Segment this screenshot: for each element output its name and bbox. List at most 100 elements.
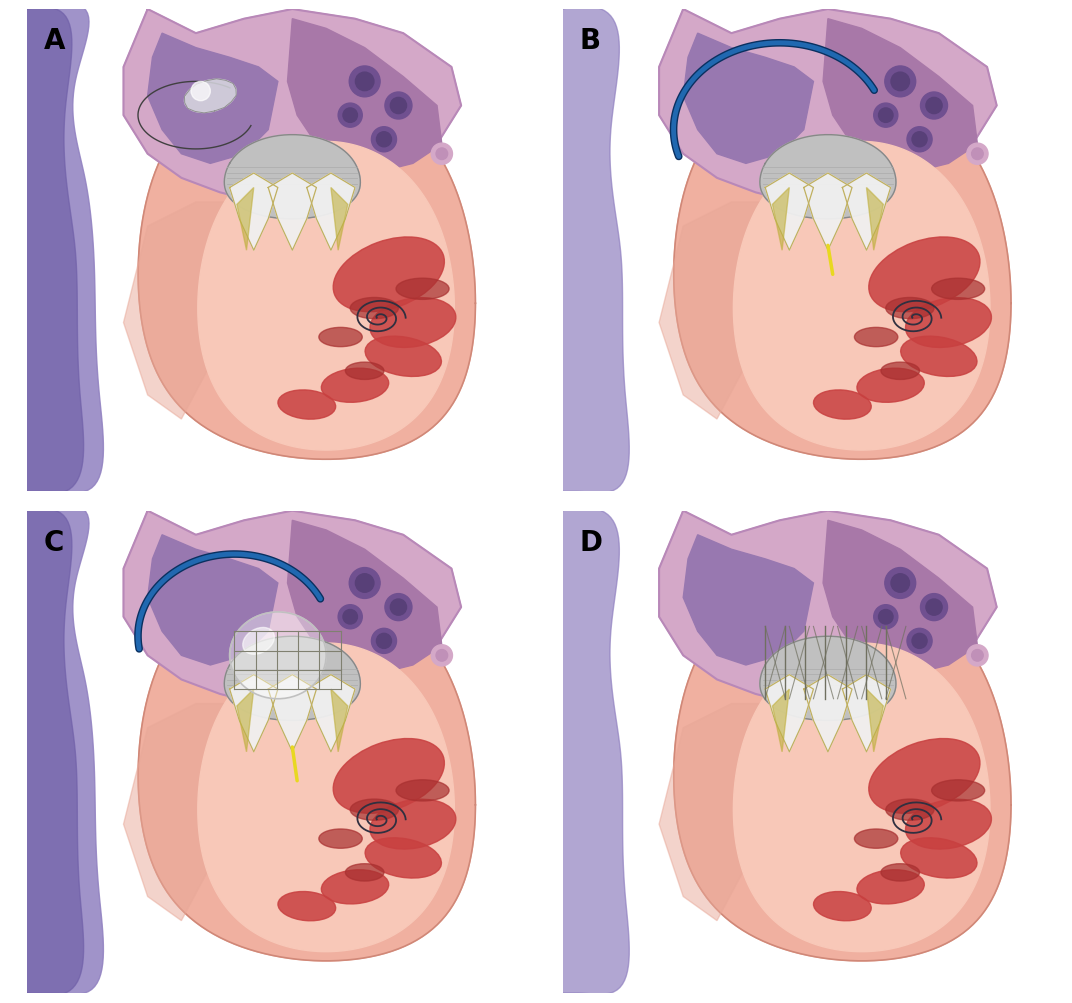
Circle shape: [926, 600, 942, 616]
Polygon shape: [866, 189, 883, 251]
Circle shape: [971, 650, 983, 661]
Ellipse shape: [322, 870, 389, 904]
Ellipse shape: [318, 829, 362, 849]
Polygon shape: [765, 675, 814, 752]
Polygon shape: [123, 512, 461, 704]
Circle shape: [431, 645, 452, 666]
Circle shape: [436, 148, 448, 160]
Polygon shape: [123, 704, 244, 921]
Circle shape: [879, 108, 893, 123]
Text: A: A: [44, 27, 65, 55]
Circle shape: [436, 650, 448, 661]
Circle shape: [343, 108, 357, 123]
Ellipse shape: [333, 739, 445, 813]
Circle shape: [376, 634, 391, 649]
Polygon shape: [823, 20, 978, 174]
Polygon shape: [683, 536, 814, 665]
Ellipse shape: [768, 154, 889, 203]
Ellipse shape: [345, 864, 384, 882]
Circle shape: [891, 574, 909, 593]
Ellipse shape: [885, 799, 934, 820]
Polygon shape: [123, 203, 244, 419]
Circle shape: [921, 594, 948, 621]
Polygon shape: [307, 675, 355, 752]
Polygon shape: [843, 174, 891, 251]
Polygon shape: [804, 675, 852, 752]
Circle shape: [874, 605, 898, 629]
Circle shape: [884, 568, 915, 599]
Ellipse shape: [854, 328, 898, 347]
Circle shape: [907, 629, 932, 654]
Circle shape: [967, 645, 988, 666]
Polygon shape: [843, 675, 891, 752]
Ellipse shape: [333, 238, 445, 312]
Polygon shape: [331, 689, 347, 752]
Text: D: D: [580, 528, 602, 556]
Polygon shape: [268, 675, 316, 752]
Polygon shape: [659, 512, 997, 704]
Polygon shape: [229, 174, 278, 251]
Circle shape: [921, 93, 948, 120]
Polygon shape: [0, 8, 84, 494]
Ellipse shape: [900, 337, 977, 377]
Ellipse shape: [857, 870, 924, 904]
Circle shape: [356, 574, 374, 593]
Ellipse shape: [366, 838, 442, 879]
Ellipse shape: [396, 279, 449, 300]
Text: C: C: [44, 528, 64, 556]
Polygon shape: [229, 675, 278, 752]
Ellipse shape: [768, 656, 889, 704]
Ellipse shape: [885, 298, 934, 319]
Polygon shape: [765, 174, 814, 251]
Polygon shape: [804, 174, 852, 251]
Ellipse shape: [881, 363, 920, 380]
Circle shape: [907, 127, 932, 152]
Circle shape: [926, 98, 942, 114]
Ellipse shape: [318, 328, 362, 347]
Ellipse shape: [396, 780, 449, 801]
Polygon shape: [224, 637, 360, 721]
Polygon shape: [0, 505, 103, 994]
Ellipse shape: [278, 892, 336, 921]
Ellipse shape: [857, 369, 924, 403]
Ellipse shape: [814, 892, 872, 921]
Polygon shape: [224, 135, 360, 220]
Ellipse shape: [881, 864, 920, 882]
Polygon shape: [331, 189, 347, 251]
Circle shape: [376, 132, 391, 147]
Circle shape: [349, 67, 381, 97]
Polygon shape: [773, 689, 789, 752]
Ellipse shape: [242, 628, 274, 655]
Ellipse shape: [278, 390, 336, 419]
Ellipse shape: [868, 238, 980, 312]
Circle shape: [390, 600, 406, 616]
Polygon shape: [659, 203, 779, 419]
Polygon shape: [237, 689, 254, 752]
Ellipse shape: [370, 298, 456, 348]
Polygon shape: [773, 189, 789, 251]
Polygon shape: [148, 34, 278, 164]
Circle shape: [912, 634, 927, 649]
Polygon shape: [659, 704, 779, 921]
Polygon shape: [674, 575, 1011, 961]
Circle shape: [356, 73, 374, 91]
Ellipse shape: [366, 337, 442, 377]
Polygon shape: [683, 34, 814, 164]
Polygon shape: [760, 135, 896, 220]
Polygon shape: [198, 142, 455, 450]
Ellipse shape: [184, 80, 236, 113]
Text: B: B: [580, 27, 600, 55]
Circle shape: [874, 104, 898, 128]
Ellipse shape: [906, 799, 992, 850]
Ellipse shape: [229, 612, 326, 699]
Circle shape: [343, 610, 357, 624]
Ellipse shape: [814, 390, 872, 419]
Polygon shape: [659, 10, 997, 203]
Polygon shape: [0, 3, 103, 493]
Circle shape: [879, 610, 893, 624]
Circle shape: [385, 594, 412, 621]
Circle shape: [912, 132, 927, 147]
Ellipse shape: [351, 298, 399, 319]
Polygon shape: [674, 73, 1011, 459]
Ellipse shape: [854, 829, 898, 849]
